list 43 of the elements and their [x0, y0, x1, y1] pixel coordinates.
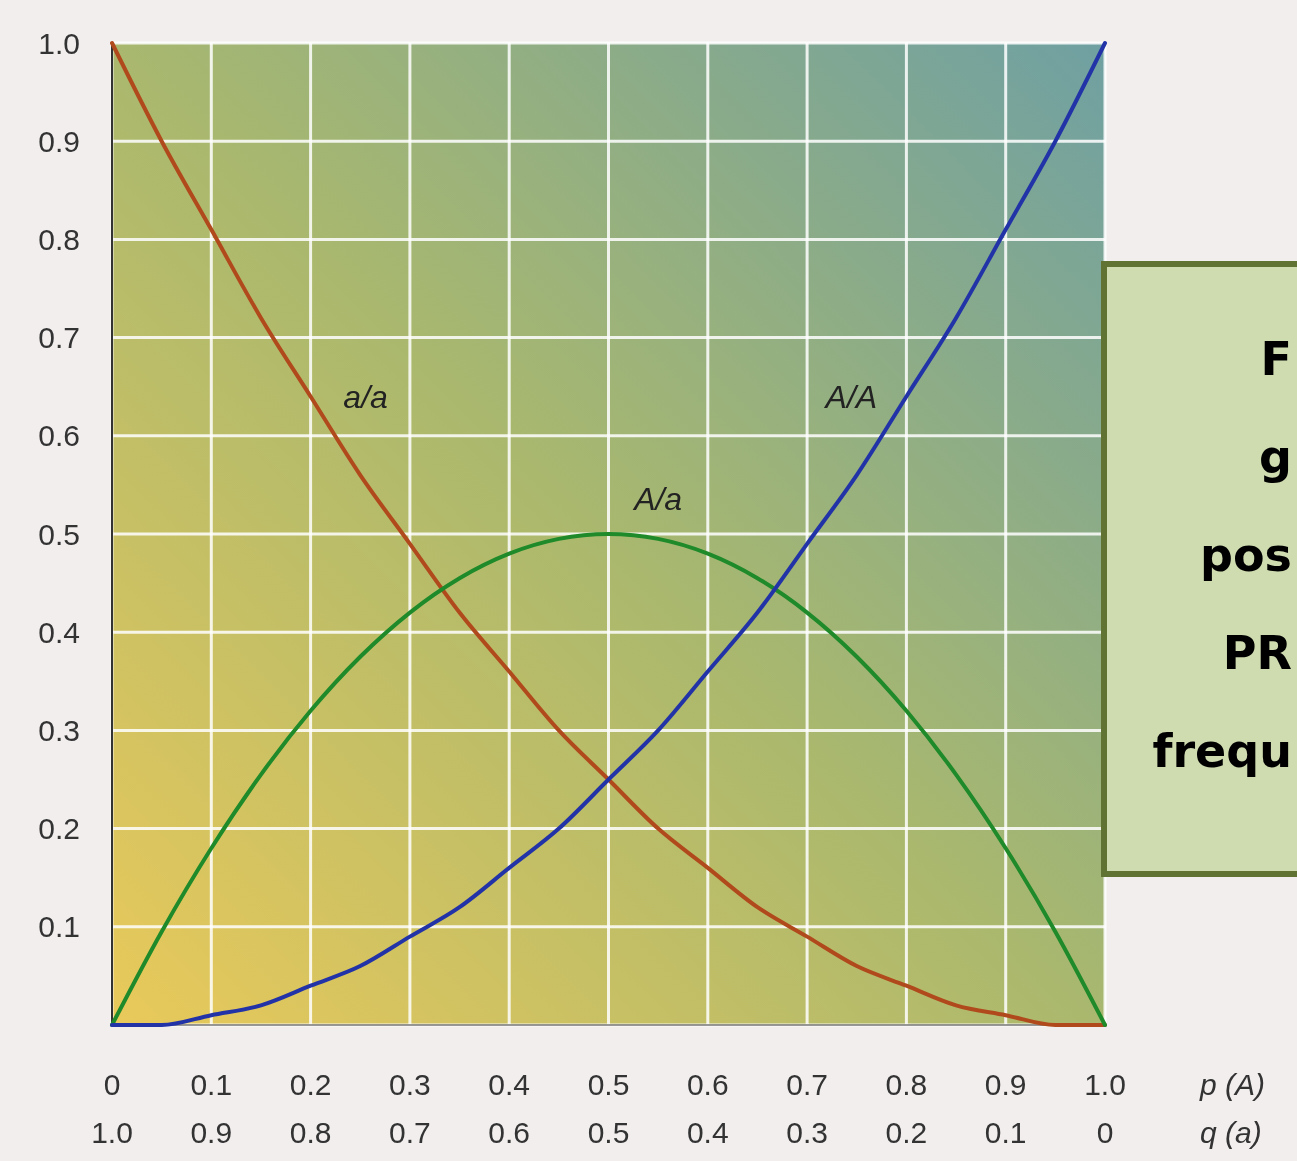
y-tick-label: 0.6 [38, 419, 80, 453]
x2-tick-label: 0.7 [389, 1116, 431, 1149]
y-tick-label: 0.9 [38, 124, 80, 158]
x-tick-label: 0.1 [190, 1068, 233, 1101]
x-tick-label: 0.7 [786, 1068, 828, 1101]
y-tick-label: 0.3 [38, 713, 80, 747]
text: frequ [1152, 724, 1292, 778]
y-tick-label: 0.1 [38, 910, 80, 944]
x2-tick-label: 1.0 [91, 1116, 133, 1149]
series-label: a/a [343, 378, 388, 415]
x2-tick-label: 0.8 [289, 1116, 332, 1149]
x-axis-title: p (A) [1199, 1068, 1266, 1101]
x-tick-label: 0.3 [389, 1068, 431, 1101]
x2-tick-label: 0.1 [984, 1116, 1027, 1149]
x2-tick-label: 0.4 [686, 1116, 729, 1149]
x-tick-label: 0.8 [885, 1068, 928, 1101]
x-tick-label: 0.4 [488, 1068, 531, 1101]
text: F [1260, 332, 1292, 386]
x2-tick-label: 0.3 [786, 1116, 828, 1149]
y-tick-label: 1.0 [38, 26, 80, 60]
text: PR [1222, 626, 1292, 680]
x2-tick-label: 0.6 [488, 1116, 531, 1149]
x2-tick-label: 0.2 [885, 1116, 928, 1149]
y-tick-label: 0.5 [38, 517, 80, 551]
y-tick-label: 0.7 [38, 321, 80, 355]
x-tick-label: 0.9 [984, 1068, 1027, 1101]
x-tick-label: 0 [103, 1068, 121, 1101]
x-tick-label: 1.0 [1084, 1068, 1126, 1101]
line-series [110, 41, 1107, 1027]
x-tick-label: 0.6 [686, 1068, 729, 1101]
text: g [1259, 430, 1292, 484]
text: pos [1200, 528, 1292, 582]
y-tick-label: 0.2 [38, 812, 80, 846]
y-tick-label: 0.8 [38, 222, 80, 256]
series-label: A/A [823, 378, 878, 415]
x-tick-label: 0.2 [289, 1068, 332, 1101]
x2-tick-label: 0.5 [587, 1116, 630, 1149]
x2-axis-title: q (a) [1200, 1116, 1262, 1149]
x-tick-label: 0.5 [587, 1068, 630, 1101]
x2-tick-label: 0.9 [190, 1116, 233, 1149]
series-label: A/a [632, 481, 683, 518]
y-tick-label: 0.4 [38, 615, 80, 649]
x2-tick-label: 0 [1096, 1116, 1114, 1149]
